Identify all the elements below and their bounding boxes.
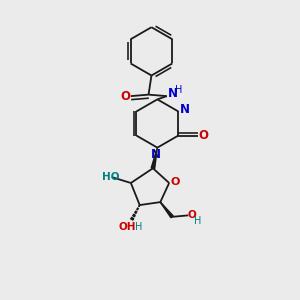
Text: N: N bbox=[168, 87, 178, 100]
Text: HO: HO bbox=[101, 172, 119, 182]
Polygon shape bbox=[135, 211, 137, 213]
Text: N: N bbox=[180, 103, 190, 116]
Polygon shape bbox=[151, 148, 158, 169]
Text: H: H bbox=[134, 222, 142, 232]
Polygon shape bbox=[130, 218, 134, 220]
Text: O: O bbox=[188, 210, 196, 220]
Text: H: H bbox=[176, 85, 183, 94]
Polygon shape bbox=[139, 205, 140, 207]
Text: O: O bbox=[121, 90, 130, 103]
Text: O: O bbox=[170, 176, 180, 187]
Text: OH: OH bbox=[118, 222, 136, 232]
Text: O: O bbox=[199, 129, 208, 142]
Text: H: H bbox=[194, 216, 201, 226]
Polygon shape bbox=[137, 208, 138, 210]
Polygon shape bbox=[133, 214, 135, 217]
Text: N: N bbox=[151, 148, 161, 160]
Polygon shape bbox=[160, 202, 173, 218]
